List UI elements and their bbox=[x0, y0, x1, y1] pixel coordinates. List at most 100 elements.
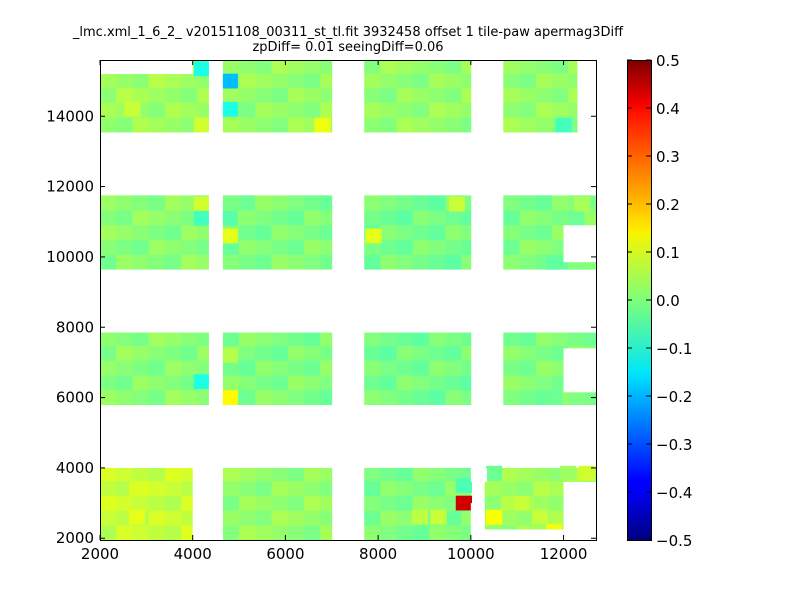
heatmap-cell bbox=[222, 87, 240, 103]
heatmap-cell bbox=[303, 87, 321, 103]
colorbar-tick-label: 0.0 bbox=[656, 292, 680, 310]
heatmap-cell bbox=[380, 332, 398, 346]
heatmap-cell-highlight bbox=[314, 117, 331, 133]
heatmap-cell bbox=[303, 210, 321, 226]
heatmap-cell bbox=[303, 73, 321, 89]
heatmap-cell bbox=[271, 345, 289, 361]
heatmap-cell bbox=[320, 254, 333, 270]
heatmap-cell bbox=[181, 210, 198, 226]
heatmap-cell bbox=[148, 467, 166, 482]
heatmap-cell-highlight bbox=[430, 509, 447, 525]
heatmap-cell bbox=[535, 375, 553, 391]
x-tick-label: 2000 bbox=[81, 545, 119, 563]
heatmap-cell bbox=[132, 525, 150, 541]
heatmap-cell bbox=[396, 224, 414, 241]
heatmap-cell bbox=[132, 375, 150, 391]
heatmap-cell bbox=[412, 375, 430, 391]
y-tick-label: 2000 bbox=[56, 529, 94, 547]
y-tick-label: 8000 bbox=[56, 318, 94, 336]
heatmap-cell bbox=[148, 210, 166, 226]
heatmap-cell bbox=[239, 210, 256, 226]
heatmap-cell bbox=[287, 239, 305, 255]
heatmap-cell bbox=[287, 375, 305, 391]
heatmap-cell bbox=[461, 73, 472, 89]
heatmap-cell bbox=[320, 60, 333, 74]
heatmap-cell bbox=[132, 117, 150, 133]
heatmap-cell bbox=[396, 239, 414, 255]
heatmap-cell-highlight bbox=[411, 509, 428, 525]
heatmap-cell bbox=[132, 345, 150, 361]
heatmap-cell bbox=[287, 224, 305, 241]
heatmap-cell bbox=[116, 510, 133, 526]
heatmap-cell bbox=[271, 375, 289, 391]
heatmap-cell bbox=[412, 60, 430, 74]
heatmap-cell bbox=[396, 480, 414, 497]
heatmap-cell bbox=[535, 332, 553, 346]
heatmap-cell bbox=[116, 525, 133, 541]
heatmap-cell bbox=[100, 254, 117, 270]
heatmap-cell bbox=[412, 239, 430, 255]
colorbar-tick-label: 0.2 bbox=[656, 196, 680, 214]
heatmap-cell bbox=[239, 375, 256, 391]
heatmap-cell bbox=[132, 389, 150, 406]
heatmap-cell bbox=[116, 495, 133, 511]
heatmap-cell bbox=[535, 195, 553, 211]
heatmap-cell bbox=[364, 87, 381, 103]
heatmap-cell bbox=[222, 332, 240, 346]
heatmap-cell bbox=[568, 210, 585, 226]
heatmap-cell bbox=[164, 117, 182, 133]
heatmap-cell bbox=[551, 332, 569, 346]
heatmap-cell bbox=[429, 332, 446, 346]
heatmap-cell bbox=[116, 117, 133, 133]
heatmap-cell bbox=[445, 389, 462, 406]
heatmap-cell bbox=[271, 224, 289, 241]
heatmap-cell bbox=[100, 495, 117, 511]
heatmap-cell bbox=[271, 525, 289, 541]
heatmap-cell bbox=[116, 195, 133, 211]
heatmap-cell bbox=[303, 389, 321, 406]
heatmap-cell bbox=[255, 210, 272, 226]
heatmap-cell bbox=[100, 224, 117, 241]
heatmap-cell bbox=[429, 224, 446, 241]
heatmap-cell bbox=[429, 210, 446, 226]
heatmap-cell bbox=[533, 467, 551, 482]
heatmap-cell bbox=[271, 239, 289, 255]
heatmap-cell bbox=[148, 102, 166, 118]
heatmap-cell bbox=[271, 73, 289, 89]
x-axis: 2000 4000 6000 8000 10000 12000 bbox=[81, 60, 587, 563]
heatmap-cell bbox=[320, 210, 333, 226]
heatmap-cell bbox=[271, 510, 289, 526]
heatmap-cell bbox=[100, 525, 117, 541]
heatmap-cell bbox=[100, 117, 117, 133]
heatmap-cell bbox=[148, 525, 166, 541]
heatmap-cell bbox=[181, 224, 198, 241]
heatmap-cell bbox=[519, 389, 537, 406]
heatmap-cell bbox=[412, 195, 430, 211]
heatmap-cell bbox=[503, 210, 520, 226]
heatmap-cell bbox=[303, 360, 321, 376]
heatmap-cell bbox=[222, 60, 240, 74]
heatmap-cell bbox=[287, 525, 305, 541]
heatmap-cell bbox=[148, 254, 166, 270]
heatmap-cell bbox=[396, 332, 414, 346]
heatmap-cell bbox=[364, 495, 381, 511]
heatmap-cell bbox=[116, 224, 133, 241]
heatmap-cell bbox=[100, 102, 117, 118]
heatmap-cell bbox=[239, 389, 256, 406]
heatmap-cell bbox=[445, 360, 462, 376]
heatmap-cell bbox=[287, 480, 305, 497]
heatmap-cell bbox=[116, 389, 133, 406]
heatmap-cell bbox=[239, 525, 256, 541]
heatmap-cell bbox=[429, 117, 446, 133]
heatmap-cell bbox=[380, 375, 398, 391]
heatmap-cell bbox=[535, 87, 553, 103]
heatmap-cell bbox=[412, 332, 430, 346]
heatmap-cell bbox=[568, 117, 578, 133]
x-tick-label: 6000 bbox=[266, 545, 304, 563]
heatmap-cell bbox=[271, 87, 289, 103]
heatmap-cell bbox=[519, 60, 537, 74]
heatmap-cell-highlight bbox=[573, 196, 591, 212]
heatmap-cell bbox=[429, 495, 446, 511]
heatmap-cell bbox=[287, 73, 305, 89]
heatmap-cell bbox=[222, 467, 240, 482]
